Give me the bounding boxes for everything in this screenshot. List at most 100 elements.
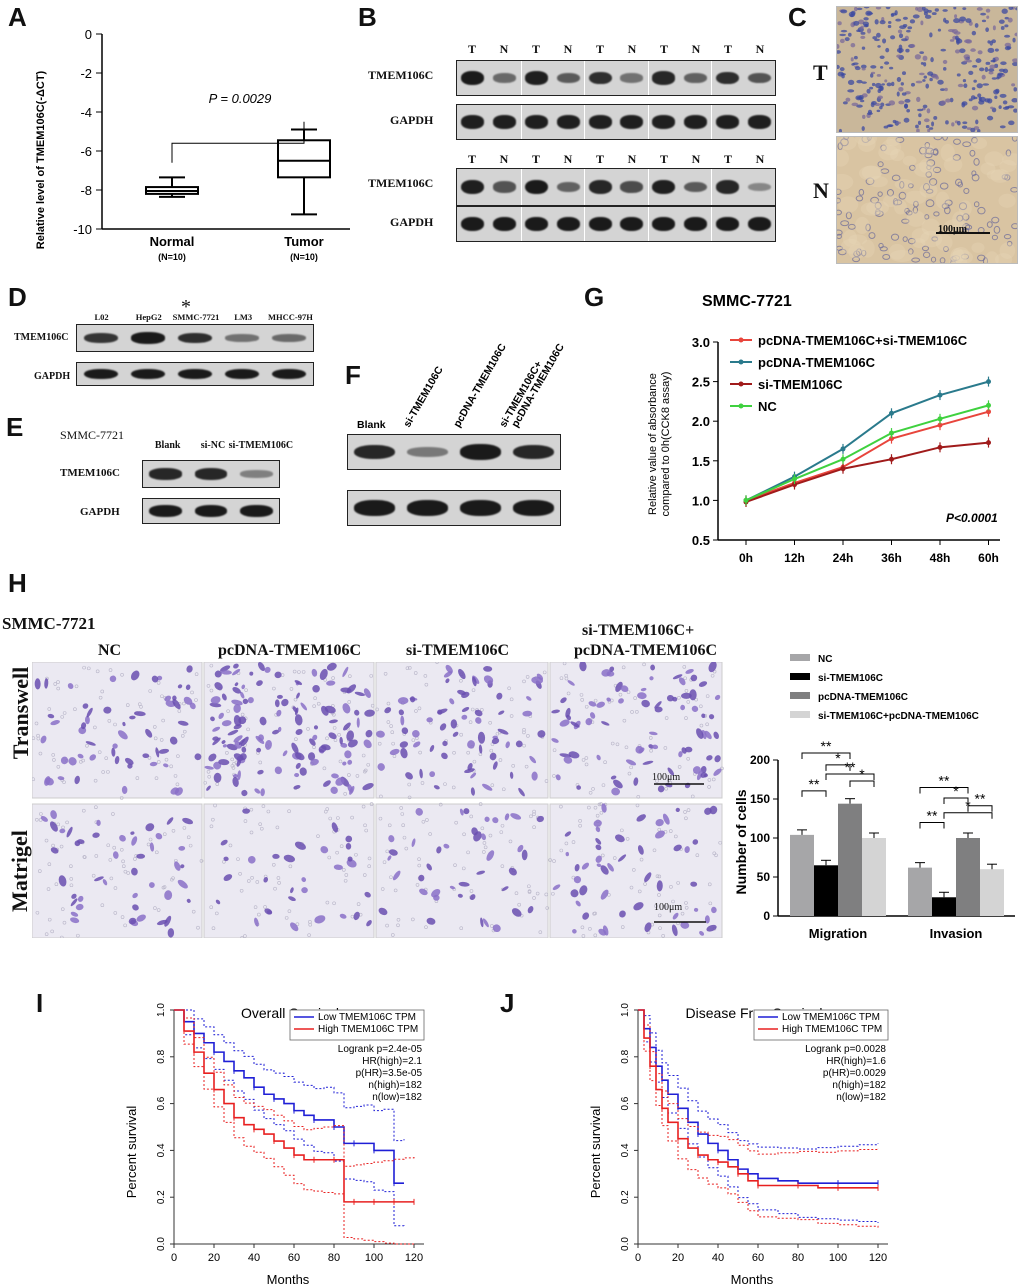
h-pore bbox=[411, 738, 416, 742]
h-cell bbox=[615, 834, 625, 843]
c-nucleus bbox=[907, 237, 916, 245]
lane-label: N bbox=[563, 152, 573, 166]
h-pore bbox=[637, 889, 642, 894]
c-nucleus bbox=[954, 14, 958, 19]
c-nucleus bbox=[1011, 83, 1016, 87]
a-sig-bracket bbox=[171, 121, 305, 163]
h-cell bbox=[572, 929, 577, 934]
h-cell bbox=[130, 670, 140, 681]
h-pore bbox=[293, 697, 298, 702]
h-pore bbox=[301, 670, 306, 674]
h-cell bbox=[342, 666, 349, 678]
h-pore bbox=[663, 746, 668, 750]
h-pore bbox=[415, 883, 420, 887]
h-cell bbox=[655, 830, 666, 839]
h-bar bbox=[862, 838, 886, 916]
c-nucleus bbox=[976, 83, 983, 89]
h-sig-label: * bbox=[835, 750, 841, 766]
f-lane-labels: Blank si-TMEM106C pcDNA-TMEM106Csi-TMEM106… bbox=[357, 341, 567, 431]
g-legend-marker bbox=[738, 403, 744, 409]
km-ci-lower bbox=[174, 1009, 405, 1228]
c-nucleus bbox=[1010, 186, 1017, 193]
panel-h-bar-chart: NCsi-TMEM106CpcDNA-TMEM106Csi-TMEM106C+p… bbox=[733, 654, 1015, 941]
h-cell bbox=[206, 785, 211, 791]
h-cell bbox=[600, 889, 609, 900]
h-cell bbox=[74, 775, 80, 785]
h-cell bbox=[156, 919, 168, 926]
h-pore bbox=[566, 691, 571, 696]
h-pore bbox=[538, 930, 543, 934]
h-cell bbox=[443, 671, 453, 678]
h-pore bbox=[62, 920, 67, 925]
h-cell bbox=[463, 808, 470, 815]
h-cell bbox=[567, 680, 575, 686]
h-cell bbox=[172, 699, 181, 710]
km-xtick-label: 100 bbox=[365, 1252, 383, 1264]
h-pore bbox=[111, 812, 115, 816]
lane-label: N bbox=[499, 152, 509, 166]
h-col-combo-2: pcDNA-TMEM106C bbox=[574, 642, 718, 659]
c-nucleus bbox=[1001, 8, 1008, 14]
blot-band bbox=[240, 505, 273, 517]
h-pore bbox=[683, 676, 687, 681]
h-pore bbox=[171, 876, 175, 880]
c-cell bbox=[920, 144, 934, 157]
h-cell bbox=[637, 692, 647, 700]
h-pore bbox=[255, 880, 260, 884]
c-nucleus bbox=[970, 127, 976, 132]
h-pore bbox=[316, 701, 321, 706]
c-nucleus bbox=[905, 48, 910, 53]
blot-band bbox=[525, 179, 548, 195]
h-pore bbox=[332, 901, 336, 906]
c-nucleus bbox=[901, 71, 907, 76]
h-cell bbox=[387, 855, 392, 861]
h-pore bbox=[123, 869, 128, 874]
c-nucleus bbox=[943, 245, 949, 252]
h-cell bbox=[237, 770, 241, 781]
h-cell bbox=[295, 728, 303, 735]
h-cell bbox=[291, 742, 299, 754]
c-nucleus bbox=[1007, 17, 1013, 23]
panel-h-images: SMMC-7721 NC pcDNA-TMEM106C si-TMEM106C … bbox=[0, 612, 760, 942]
c-cell bbox=[890, 149, 905, 162]
h-cell bbox=[256, 747, 262, 753]
h-pore bbox=[125, 703, 130, 707]
c-nucleus bbox=[909, 164, 916, 171]
h-pore bbox=[542, 670, 547, 675]
c-nucleus bbox=[975, 58, 982, 63]
h-cell bbox=[565, 707, 571, 718]
h-pore bbox=[308, 920, 312, 924]
c-nucleus bbox=[840, 29, 848, 33]
h-pore bbox=[338, 759, 343, 764]
h-cell bbox=[482, 783, 493, 791]
c-nucleus bbox=[993, 89, 1000, 95]
c-nucleus bbox=[863, 17, 869, 21]
h-cell bbox=[209, 702, 222, 708]
h-pore bbox=[686, 756, 690, 761]
h-cell bbox=[457, 689, 466, 696]
a-pvalue: P = 0.0029 bbox=[209, 91, 272, 106]
h-pore bbox=[500, 823, 505, 828]
h-sig-label: * bbox=[953, 783, 959, 799]
h-pore bbox=[630, 710, 634, 714]
blot-band bbox=[406, 500, 449, 516]
c-cell bbox=[935, 191, 950, 209]
h-cell bbox=[212, 726, 221, 732]
h-pore bbox=[153, 736, 158, 741]
h-cell bbox=[398, 709, 404, 716]
h-pore bbox=[401, 823, 405, 828]
h-cell bbox=[263, 877, 269, 883]
h-pore bbox=[199, 859, 204, 863]
c-nucleus bbox=[994, 95, 998, 99]
h-cell bbox=[233, 724, 242, 730]
c-cell bbox=[878, 144, 899, 161]
c-nucleus bbox=[944, 206, 951, 215]
h-pore bbox=[250, 875, 254, 880]
h-pore bbox=[339, 844, 344, 848]
g-xtick-label: 36h bbox=[881, 551, 902, 565]
h-pore bbox=[69, 883, 74, 888]
c-nucleus bbox=[853, 20, 860, 26]
h-cell bbox=[274, 699, 280, 708]
f-lane-label: si-TMEM106C bbox=[401, 364, 446, 429]
